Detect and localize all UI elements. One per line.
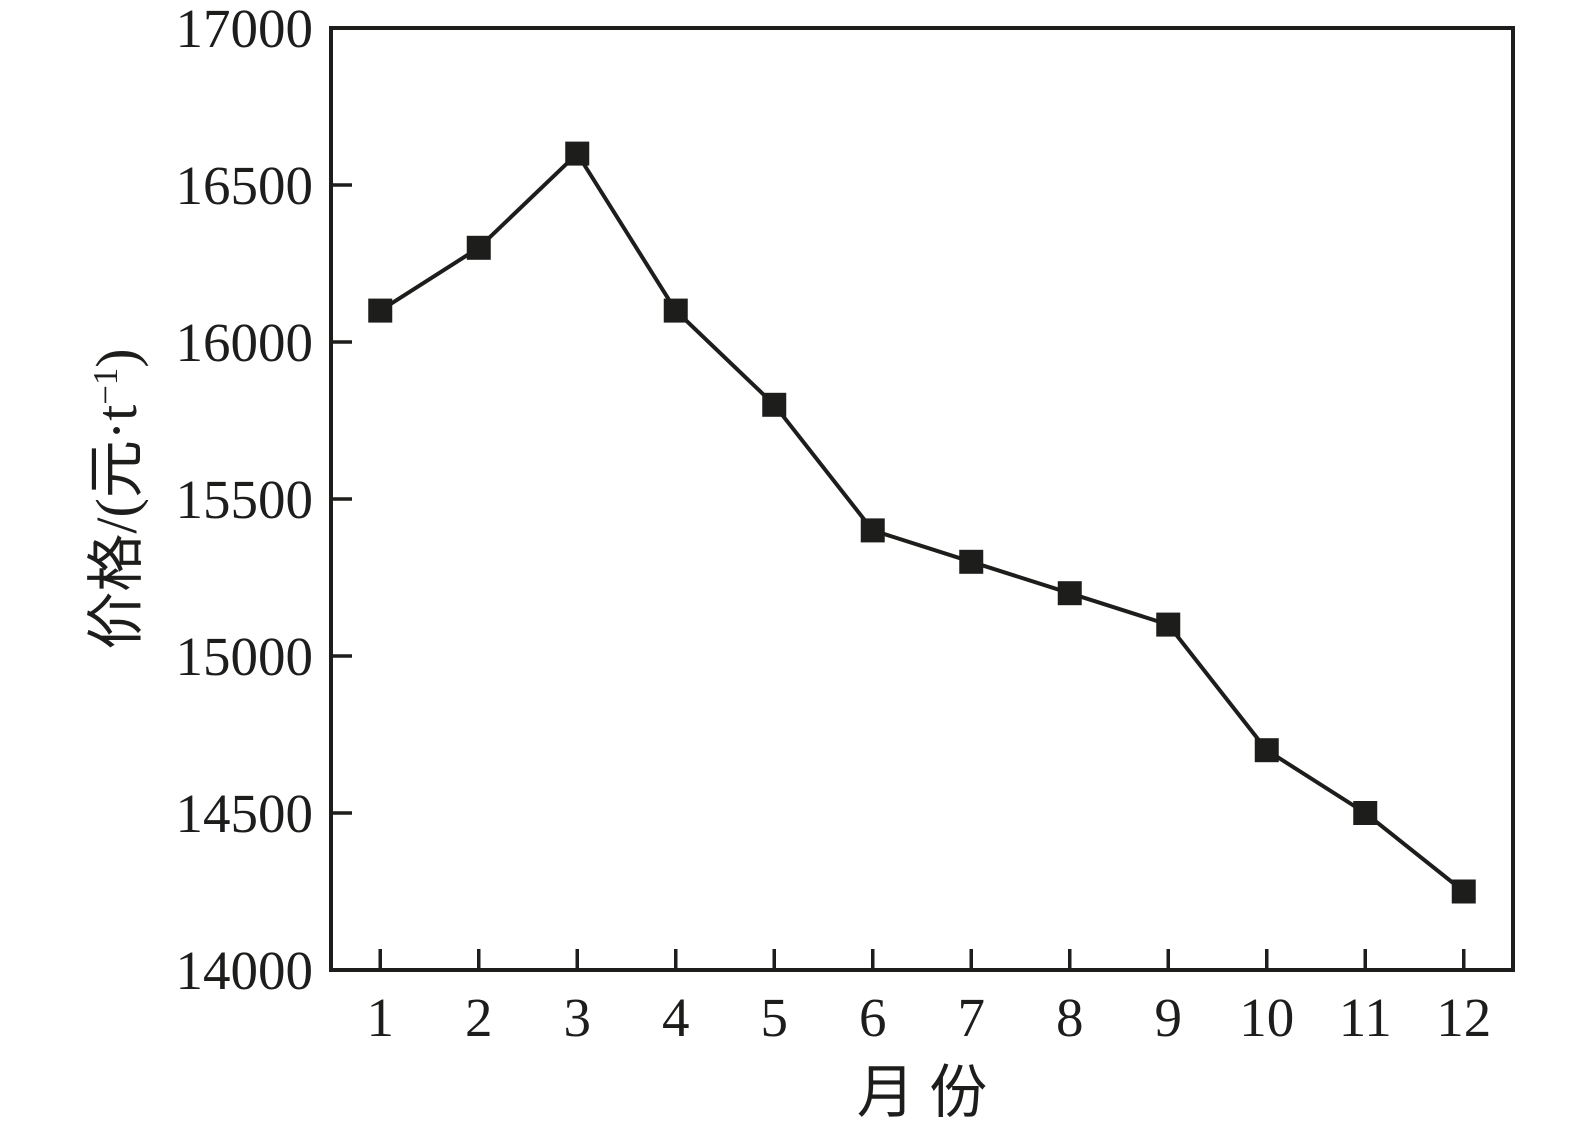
data-point-month-11 [1353,801,1378,825]
data-point-month-8 [1057,581,1082,606]
price-series-line [379,150,1465,894]
x-axis-tick-label: 10 [1239,987,1294,1048]
x-axis-tick-label: 8 [1056,987,1084,1048]
x-axis-title: 月 份 [856,1060,988,1125]
x-axis-tick-label: 11 [1339,987,1392,1048]
data-point-month-2 [466,235,491,260]
data-point-month-6 [860,518,885,543]
x-axis-tick-label: 1 [367,987,395,1048]
x-axis-tick-label: 12 [1436,987,1491,1048]
x-axis-tick-label: 5 [761,987,789,1048]
y-axis-tick-label: 16000 [176,312,314,373]
data-point-month-4 [663,298,688,323]
y-axis-tick-label: 17000 [176,0,314,59]
x-axis-tick-label: 7 [958,987,986,1048]
data-point-month-5 [762,392,787,417]
data-point-month-12 [1451,879,1476,904]
y-axis-tick-label: 14500 [176,783,314,844]
y-axis-title: 价格/(元·t−1) [66,189,150,809]
x-axis-tick-label: 2 [465,987,493,1048]
x-axis-tick-label: 3 [564,987,592,1048]
y-axis-tick-label: 15000 [176,626,314,687]
y-axis-tick-label: 16500 [176,155,314,216]
y-axis-tick-label: 15500 [176,469,314,530]
data-point-month-3 [565,141,590,166]
x-axis-tick-label: 9 [1155,987,1183,1048]
data-point-month-9 [1156,612,1181,637]
y-axis-title-text: 价格/(元·t [84,404,150,650]
data-point-month-7 [959,549,984,574]
y-axis-title-close-paren: ) [84,348,150,368]
x-axis-tick-label: 6 [859,987,887,1048]
data-point-month-10 [1254,738,1279,763]
y-axis-tick-label: 14000 [176,940,314,1001]
x-axis-tick-label: 4 [662,987,690,1048]
y-axis-title-superscript: −1 [86,367,125,405]
plot-frame [329,26,1515,972]
data-point-month-1 [368,298,393,323]
